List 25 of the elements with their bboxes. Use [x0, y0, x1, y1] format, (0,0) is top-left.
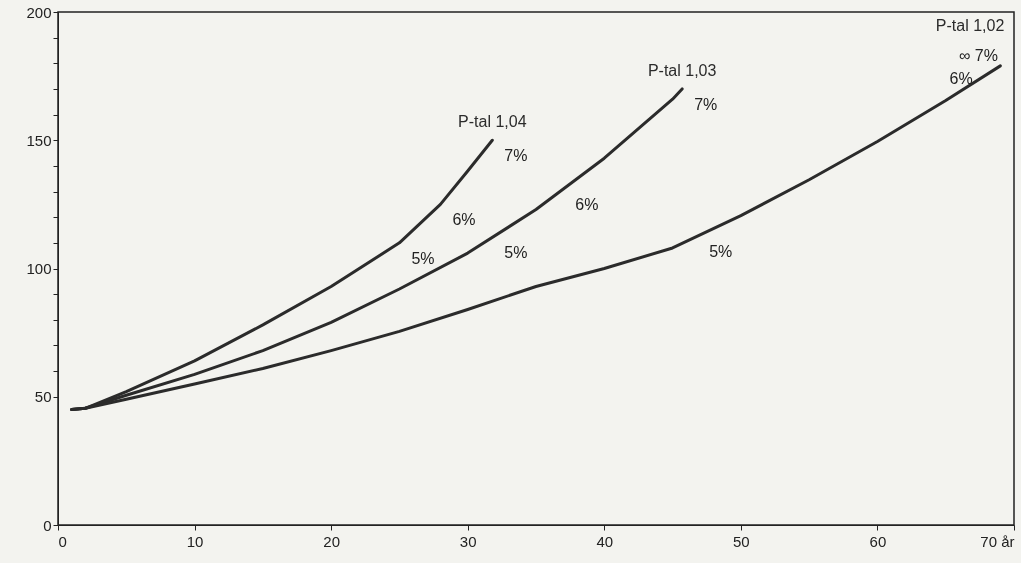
text: P-tal 1,02 [935, 16, 1005, 34]
annotation: 7% [694, 95, 718, 113]
series-label: P-tal 1,04 [458, 113, 527, 131]
y-tick-label: 0 [43, 516, 52, 534]
y-tick-label: 50 [34, 388, 52, 406]
annotation: 6% [452, 211, 476, 229]
x-tick-label: 40 [596, 532, 614, 550]
annotation: 7% [504, 147, 528, 165]
x-tick-label: 70 år [980, 532, 1015, 550]
x-tick-label: 60 [869, 532, 887, 550]
annotation: ∞ 7% [959, 47, 998, 64]
y-tick-label: 100 [26, 260, 52, 277]
annotation: 6% [949, 70, 973, 88]
annotation: 6% [575, 195, 599, 213]
x-tick-label: 30 [459, 532, 477, 550]
annotation: 5% [709, 243, 733, 261]
annotation: 5% [411, 249, 435, 267]
y-tick-label: 150 [26, 131, 52, 149]
x-tick-label: 50 [733, 532, 750, 550]
x-tick-label: 0 [58, 532, 67, 550]
y-tick-label: 200 [26, 3, 52, 21]
x-tick-label: 10 [186, 532, 204, 550]
series-label: P-tal 1,03 [647, 61, 717, 79]
x-tick-label: 20 [323, 532, 340, 550]
annotation: 5% [504, 244, 528, 262]
